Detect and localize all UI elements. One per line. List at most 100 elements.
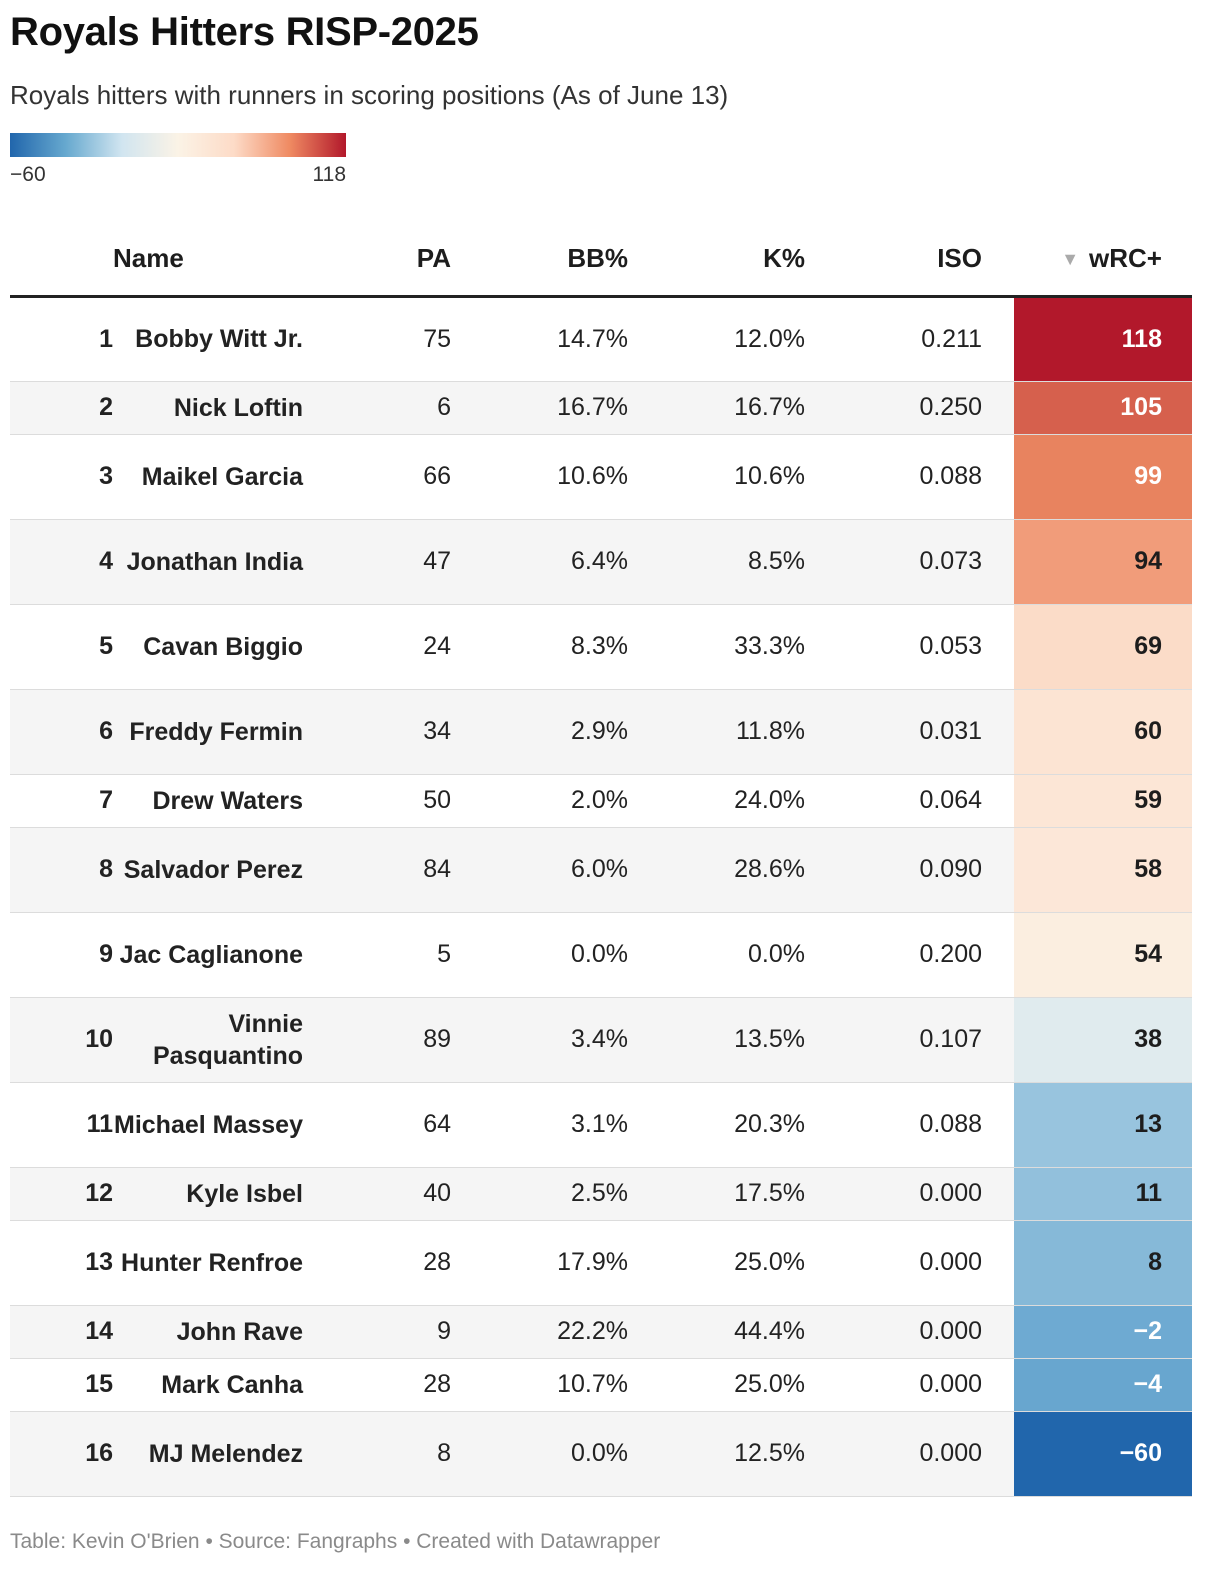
- rank-cell: 13: [10, 1220, 113, 1306]
- iso-cell: 0.000: [805, 1411, 1014, 1497]
- bb-cell: 6.0%: [451, 827, 628, 913]
- table-row: 8 Salvador Perez 84 6.0% 28.6% 0.090 58: [10, 827, 1192, 913]
- player-name: Jac Caglianone: [119, 940, 303, 969]
- table-row: 9 Jac Caglianone 5 0.0% 0.0% 0.200 54: [10, 912, 1192, 998]
- bb-cell: 10.6%: [451, 434, 628, 520]
- wrc-cell: −2: [1014, 1305, 1192, 1359]
- k-cell: 33.3%: [628, 604, 805, 690]
- iso-cell: 0.031: [805, 689, 1014, 775]
- name-cell: Vinnie Pasquantino: [113, 997, 353, 1083]
- rank-cell: 11: [10, 1082, 113, 1168]
- pa-cell: 28: [353, 1358, 451, 1412]
- table-row: 7 Drew Waters 50 2.0% 24.0% 0.064 59: [10, 774, 1192, 828]
- iso-cell: 0.073: [805, 519, 1014, 605]
- name-cell: Maikel Garcia: [113, 434, 353, 520]
- wrc-cell: −60: [1014, 1411, 1192, 1497]
- wrc-column-label: wRC+: [1089, 242, 1162, 273]
- wrc-cell: 8: [1014, 1220, 1192, 1306]
- player-name: John Rave: [176, 1317, 303, 1346]
- iso-cell: 0.000: [805, 1358, 1014, 1412]
- bb-cell: 2.9%: [451, 689, 628, 775]
- stats-table: Name PA BB% K% ISO ▼ wRC+ 1 Bobby Witt Jr.…: [10, 222, 1192, 1497]
- name-cell: Hunter Renfroe: [113, 1220, 353, 1306]
- k-cell: 25.0%: [628, 1220, 805, 1306]
- table-row: 2 Nick Loftin 6 16.7% 16.7% 0.250 105: [10, 381, 1192, 435]
- bb-cell: 0.0%: [451, 912, 628, 998]
- pa-cell: 47: [353, 519, 451, 605]
- k-column-header[interactable]: K%: [628, 222, 805, 298]
- k-cell: 20.3%: [628, 1082, 805, 1168]
- legend-max-label: 118: [312, 163, 346, 186]
- player-name: Vinnie Pasquantino: [152, 1009, 303, 1070]
- rank-cell: 16: [10, 1411, 113, 1497]
- k-cell: 10.6%: [628, 434, 805, 520]
- pa-cell: 66: [353, 434, 451, 520]
- player-name: Bobby Witt Jr.: [135, 325, 303, 353]
- rank-cell: 1: [10, 296, 113, 382]
- name-column-header[interactable]: Name: [113, 222, 353, 298]
- player-name: Nick Loftin: [173, 393, 303, 422]
- iso-column-header[interactable]: ISO: [805, 222, 1014, 298]
- player-name: Cavan Biggio: [143, 632, 303, 661]
- table-row: 15 Mark Canha 28 10.7% 25.0% 0.000 −4: [10, 1358, 1192, 1412]
- table-row: 5 Cavan Biggio 24 8.3% 33.3% 0.053 69: [10, 604, 1192, 690]
- sort-descending-icon: ▼: [1061, 248, 1080, 269]
- rank-cell: 3: [10, 434, 113, 520]
- table-row: 11 Michael Massey 64 3.1% 20.3% 0.088 13: [10, 1082, 1192, 1168]
- wrc-cell: 94: [1014, 519, 1192, 605]
- name-cell: Bobby Witt Jr.: [113, 296, 353, 382]
- player-name: Maikel Garcia: [141, 462, 303, 491]
- pa-cell: 28: [353, 1220, 451, 1306]
- table-row: 14 John Rave 9 22.2% 44.4% 0.000 −2: [10, 1305, 1192, 1359]
- name-cell: MJ Melendez: [113, 1411, 353, 1497]
- wrc-cell: 13: [1014, 1082, 1192, 1168]
- wrc-cell: 59: [1014, 774, 1192, 828]
- legend-gradient-bar: [10, 133, 346, 157]
- iso-cell: 0.064: [805, 774, 1014, 828]
- pa-cell: 84: [353, 827, 451, 913]
- color-legend: −60 118: [10, 133, 346, 187]
- pa-cell: 40: [353, 1167, 451, 1221]
- pa-column-header[interactable]: PA: [353, 222, 451, 298]
- player-name: Jonathan India: [126, 547, 303, 576]
- page-title: Royals Hitters RISP-2025: [10, 10, 479, 54]
- name-cell: Salvador Perez: [113, 827, 353, 913]
- k-cell: 13.5%: [628, 997, 805, 1083]
- name-cell: Freddy Fermin: [113, 689, 353, 775]
- bb-cell: 3.1%: [451, 1082, 628, 1168]
- k-cell: 12.5%: [628, 1411, 805, 1497]
- k-cell: 28.6%: [628, 827, 805, 913]
- iso-cell: 0.107: [805, 997, 1014, 1083]
- rank-cell: 8: [10, 827, 113, 913]
- k-cell: 17.5%: [628, 1167, 805, 1221]
- k-cell: 25.0%: [628, 1358, 805, 1412]
- iso-cell: 0.000: [805, 1167, 1014, 1221]
- k-cell: 24.0%: [628, 774, 805, 828]
- k-cell: 44.4%: [628, 1305, 805, 1359]
- pa-cell: 75: [353, 296, 451, 382]
- rank-cell: 2: [10, 381, 113, 435]
- pa-cell: 6: [353, 381, 451, 435]
- iso-cell: 0.090: [805, 827, 1014, 913]
- table-row: 6 Freddy Fermin 34 2.9% 11.8% 0.031 60: [10, 689, 1192, 775]
- bb-cell: 17.9%: [451, 1220, 628, 1306]
- wrc-cell: −4: [1014, 1358, 1192, 1412]
- table-row: 1 Bobby Witt Jr. 75 14.7% 12.0% 0.211 118: [10, 296, 1192, 382]
- wrc-column-header[interactable]: ▼ wRC+: [1014, 222, 1192, 298]
- bb-cell: 10.7%: [451, 1358, 628, 1412]
- pa-cell: 8: [353, 1411, 451, 1497]
- iso-cell: 0.200: [805, 912, 1014, 998]
- table-row: 10 Vinnie Pasquantino 89 3.4% 13.5% 0.107 38: [10, 997, 1192, 1083]
- player-name: Freddy Fermin: [129, 717, 303, 746]
- name-cell: Nick Loftin: [113, 381, 353, 435]
- player-name: Salvador Perez: [123, 855, 303, 884]
- rank-cell: 7: [10, 774, 113, 828]
- pa-cell: 24: [353, 604, 451, 690]
- table-row: 16 MJ Melendez 8 0.0% 12.5% 0.000 −60: [10, 1411, 1192, 1497]
- bb-column-header[interactable]: BB%: [451, 222, 628, 298]
- rank-cell: 14: [10, 1305, 113, 1359]
- player-name: Drew Waters: [152, 786, 303, 815]
- rank-cell: 9: [10, 912, 113, 998]
- wrc-cell: 11: [1014, 1167, 1192, 1221]
- iso-cell: 0.250: [805, 381, 1014, 435]
